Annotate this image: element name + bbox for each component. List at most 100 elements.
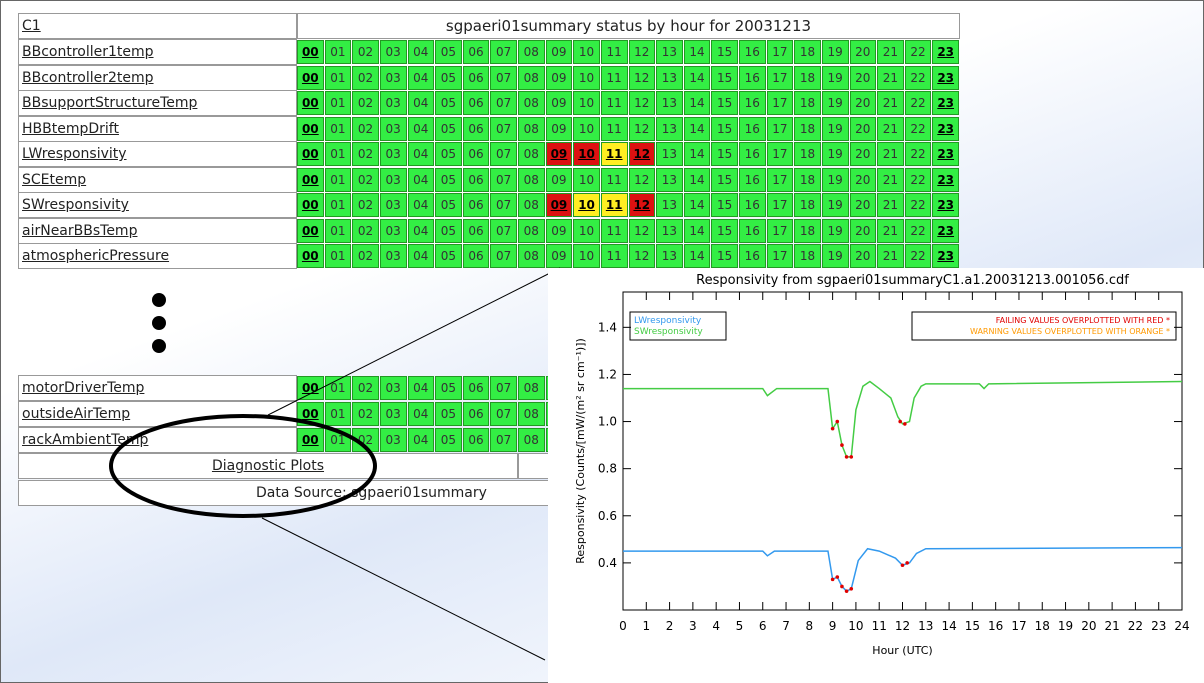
row-name[interactable]: HBBtempDrift [18, 115, 297, 142]
hour-cell[interactable]: 00 [297, 167, 324, 192]
hour-cell[interactable]: 08 [518, 193, 545, 217]
hour-cell[interactable]: 03 [379, 218, 407, 243]
hour-cell[interactable]: 18 [794, 218, 821, 243]
hour-cell[interactable]: 01 [324, 40, 352, 64]
hour-cell[interactable]: 06 [462, 142, 490, 166]
hour-cell[interactable]: 06 [462, 428, 490, 452]
hour-cell[interactable]: 03 [379, 65, 407, 90]
hour-cell[interactable]: 07 [490, 193, 517, 217]
hour-cell[interactable]: 05 [435, 218, 462, 243]
hour-cell[interactable]: 13 [656, 244, 683, 268]
hour-cell[interactable]: 11 [600, 142, 628, 166]
hour-cell[interactable]: 15 [711, 218, 738, 243]
hour-cell[interactable]: 03 [379, 244, 407, 268]
hour-cell[interactable]: 17 [766, 218, 794, 243]
hour-cell[interactable]: 08 [518, 167, 545, 192]
hour-cell[interactable]: 02 [352, 167, 379, 192]
hour-cell[interactable]: 18 [794, 193, 821, 217]
hour-cell[interactable]: 10 [573, 91, 600, 115]
hour-cell[interactable]: 17 [766, 91, 794, 115]
row-name[interactable]: BBcontroller2temp [18, 64, 297, 91]
hour-cell[interactable]: 12 [628, 116, 656, 141]
hour-cell[interactable]: 11 [600, 116, 628, 141]
hour-cell[interactable]: 13 [656, 167, 683, 192]
hour-cell[interactable]: 04 [407, 65, 435, 90]
row-name[interactable]: BBcontroller1temp [18, 39, 297, 65]
hour-cell[interactable]: 06 [462, 91, 490, 115]
hour-cell[interactable]: 20 [849, 91, 877, 115]
hour-cell[interactable]: 21 [877, 167, 904, 192]
hour-cell[interactable]: 16 [739, 40, 766, 64]
hour-cell[interactable]: 07 [490, 244, 517, 268]
hour-cell[interactable]: 17 [766, 65, 794, 90]
hour-cell[interactable]: 22 [904, 167, 932, 192]
hour-cell[interactable]: 14 [683, 193, 711, 217]
hour-cell[interactable]: 07 [490, 167, 517, 192]
hour-cell[interactable]: 04 [407, 402, 435, 426]
hour-cell[interactable]: 18 [794, 40, 821, 64]
hour-cell[interactable]: 20 [849, 65, 877, 90]
hour-cell[interactable]: 10 [573, 40, 600, 64]
row-name[interactable]: BBsupportStructureTemp [18, 90, 297, 116]
hour-cell[interactable]: 19 [821, 142, 849, 166]
hour-cell[interactable]: 00 [297, 40, 324, 64]
hour-cell[interactable]: 03 [379, 142, 407, 166]
hour-cell[interactable]: 19 [821, 244, 849, 268]
hour-cell[interactable]: 12 [628, 167, 656, 192]
hour-cell[interactable]: 21 [877, 116, 904, 141]
hour-cell[interactable]: 15 [711, 91, 738, 115]
hour-cell[interactable]: 02 [352, 218, 379, 243]
hour-cell[interactable]: 23 [932, 218, 959, 243]
hour-cell[interactable]: 23 [932, 65, 959, 90]
hour-cell[interactable]: 21 [877, 142, 904, 166]
hour-cell[interactable]: 10 [573, 193, 600, 217]
hour-cell[interactable]: 08 [518, 244, 545, 268]
hour-cell[interactable]: 02 [352, 116, 379, 141]
hour-cell[interactable]: 18 [794, 91, 821, 115]
hour-cell[interactable]: 18 [794, 65, 821, 90]
hour-cell[interactable]: 11 [600, 218, 628, 243]
hour-cell[interactable]: 22 [904, 218, 932, 243]
hour-cell[interactable]: 07 [490, 142, 517, 166]
hour-cell[interactable]: 20 [849, 40, 877, 64]
hour-cell[interactable]: 04 [407, 91, 435, 115]
row-name[interactable]: SCEtemp [18, 166, 297, 193]
corner-link[interactable]: C1 [18, 13, 297, 39]
hour-cell[interactable]: 13 [656, 142, 683, 166]
hour-cell[interactable]: 02 [352, 65, 379, 90]
hour-cell[interactable]: 23 [932, 167, 959, 192]
hour-cell[interactable]: 05 [435, 193, 462, 217]
hour-cell[interactable]: 12 [628, 40, 656, 64]
hour-cell[interactable]: 18 [794, 244, 821, 268]
hour-cell[interactable]: 17 [766, 40, 794, 64]
hour-cell[interactable]: 11 [600, 244, 628, 268]
hour-cell[interactable]: 09 [545, 142, 573, 166]
hour-cell[interactable]: 01 [324, 91, 352, 115]
hour-cell[interactable]: 01 [324, 193, 352, 217]
hour-cell[interactable]: 01 [324, 244, 352, 268]
hour-cell[interactable]: 15 [711, 40, 738, 64]
hour-cell[interactable]: 07 [490, 428, 517, 452]
hour-cell[interactable]: 02 [352, 40, 379, 64]
hour-cell[interactable]: 20 [849, 116, 877, 141]
hour-cell[interactable]: 12 [628, 218, 656, 243]
hour-cell[interactable]: 01 [324, 376, 352, 400]
hour-cell[interactable]: 17 [766, 142, 794, 166]
hour-cell[interactable]: 20 [849, 167, 877, 192]
hour-cell[interactable]: 03 [379, 402, 407, 426]
hour-cell[interactable]: 18 [794, 167, 821, 192]
hour-cell[interactable]: 08 [518, 402, 545, 426]
hour-cell[interactable]: 01 [324, 167, 352, 192]
hour-cell[interactable]: 16 [739, 193, 766, 217]
hour-cell[interactable]: 01 [324, 142, 352, 166]
hour-cell[interactable]: 19 [821, 40, 849, 64]
hour-cell[interactable]: 08 [518, 376, 545, 400]
hour-cell[interactable]: 08 [518, 142, 545, 166]
hour-cell[interactable]: 15 [711, 167, 738, 192]
hour-cell[interactable]: 05 [435, 142, 462, 166]
hour-cell[interactable]: 21 [877, 193, 904, 217]
hour-cell[interactable]: 08 [518, 428, 545, 452]
hour-cell[interactable]: 11 [600, 91, 628, 115]
hour-cell[interactable]: 23 [932, 244, 959, 268]
hour-cell[interactable]: 23 [932, 40, 959, 64]
